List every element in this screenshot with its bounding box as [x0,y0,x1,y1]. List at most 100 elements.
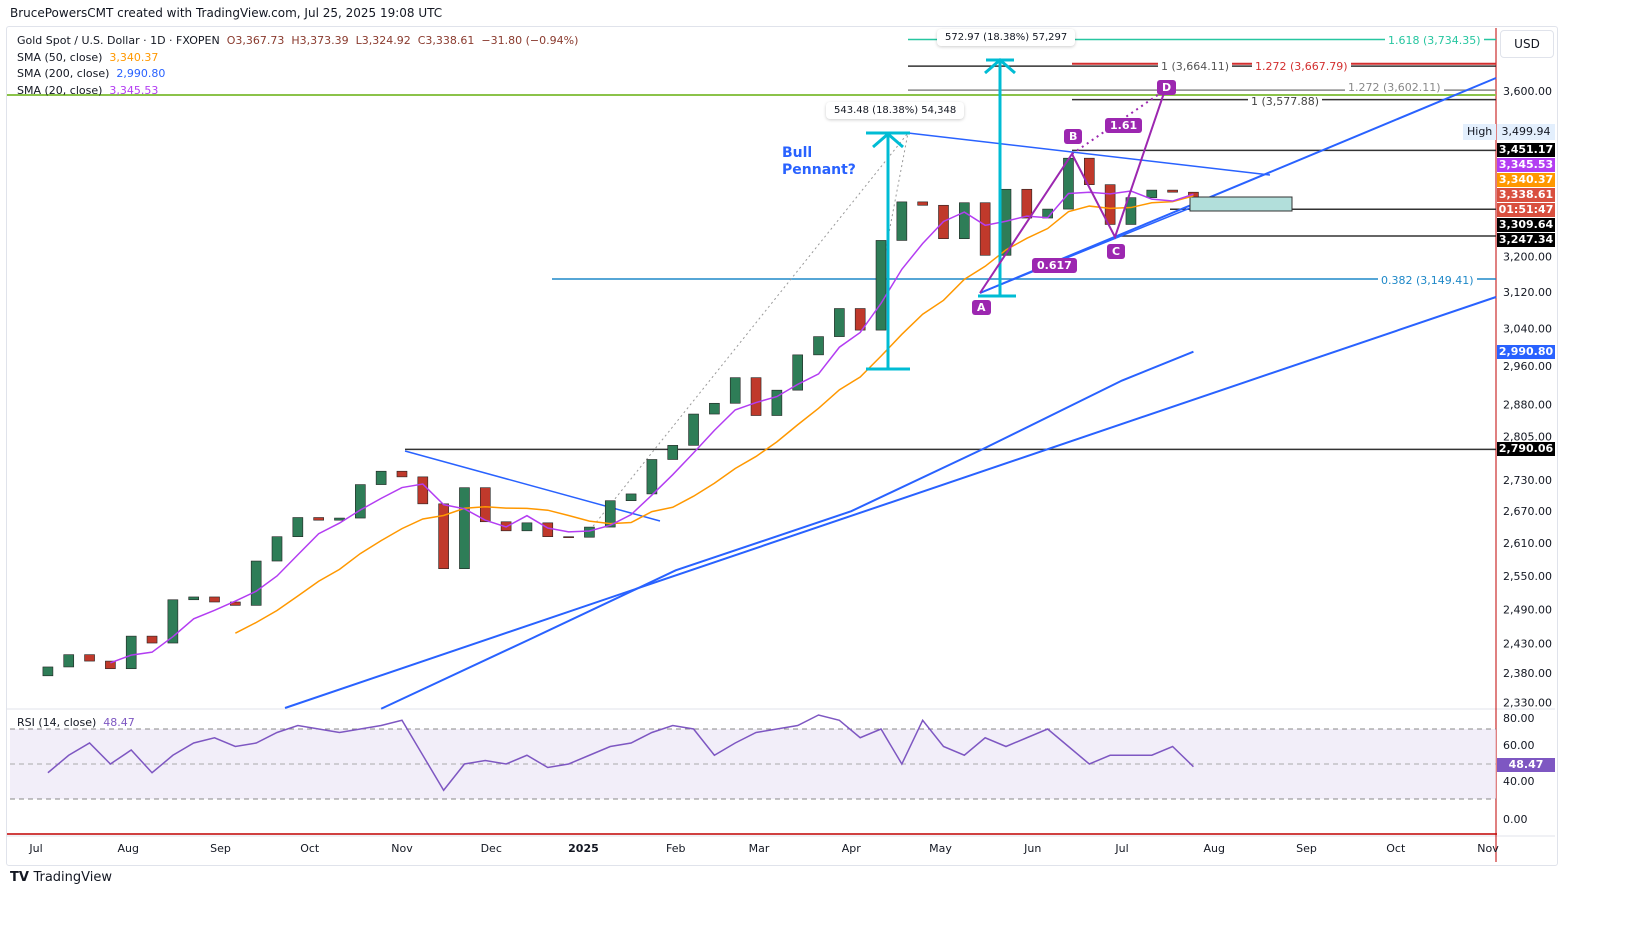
trendline-upper-channel[interactable] [979,77,1497,294]
time-tick: Mar [749,842,770,855]
candle [125,635,137,670]
rsi-value: 48.47 [103,716,135,729]
candles [42,157,1199,677]
fib-label-0382: 0.382 (3,149.41) [1378,275,1477,287]
candle [542,522,554,537]
time-tick: Jul [28,842,42,855]
price-axis-ticks: 3,600.00 3,200.00 3,120.00 3,040.00 2,960.00… [1503,85,1552,710]
time-tick: Jun [1023,842,1041,855]
candle [479,487,491,523]
chart-legend: Gold Spot / U.S. Dollar · 1D · FXOPEN O3… [17,33,578,99]
price-tag: 3,309.64 [1497,218,1555,233]
candle [1021,188,1033,219]
candle [875,240,887,331]
pattern-point-d[interactable]: D [1157,80,1177,95]
fib-label-1272: 1.272 (3,602.11) [1345,82,1444,94]
chart-credit: BrucePowersCMT created with TradingView.… [10,6,443,20]
time-tick: Nov [1477,842,1499,855]
candle [1167,189,1178,193]
rsi-line[interactable] [47,714,1194,792]
pattern-point-c[interactable]: C [1107,244,1126,259]
price-tick: 3,040.00 [1503,323,1552,336]
price-tick: 2,805.00 [1503,430,1552,443]
sma200-legend[interactable]: SMA (200, close) 2,990.80 [17,66,578,83]
candle [792,354,804,391]
sma20-label: SMA (20, close) [17,83,103,97]
price-tick: 2,670.00 [1503,505,1552,518]
candle [604,500,616,528]
currency-button[interactable]: USD [1500,30,1554,58]
trendline-long-support[interactable] [284,296,1497,709]
candle [375,470,387,485]
sma50-value: 3,340.37 [109,50,159,64]
time-tick: Sep [1296,842,1317,855]
pennant-lower-line[interactable] [979,199,1211,294]
measure-arrow-2[interactable] [978,58,1016,298]
time-tick: Aug [1204,842,1225,855]
time-tick: 2025 [568,842,599,855]
candle [834,308,845,337]
ratio-label-cd[interactable]: 1.61 [1105,118,1143,133]
sma200-line[interactable] [380,350,1194,710]
rsi-legend[interactable]: RSI (14, close) 48.47 [17,716,135,729]
time-tick: Jul [1114,842,1128,855]
sma50-line[interactable] [235,195,1194,634]
harmonic-pattern[interactable] [979,89,1166,294]
logo-icon: 𝗧𝗩 [10,870,29,885]
candle [42,666,54,677]
fib-label-1-a: 1 (3,664.11) [1158,61,1233,73]
candle [188,596,199,601]
candle [209,596,220,603]
candle [813,336,824,356]
time-tick: Aug [117,842,138,855]
candle [667,445,679,460]
ratio-label-bc[interactable]: 0.617 [1032,258,1077,273]
candle [1146,189,1158,198]
price-tag: 2,990.80 [1497,344,1555,359]
price-tick: 3,600.00 [1503,85,1552,98]
rsi-tag: 48.47 [1497,758,1555,772]
sma20-legend[interactable]: SMA (20, close) 3,345.53 [17,83,578,100]
price-tick: 3,200.00 [1503,251,1552,264]
measure-label-1[interactable]: 543.48 (18.38%) 54,348 [826,102,965,119]
sma20-line[interactable] [110,190,1194,664]
low-value: L3,324.92 [355,34,411,47]
pattern-point-a[interactable]: A [972,300,991,315]
time-tick: Oct [300,842,320,855]
price-tick: 2,550.00 [1503,570,1552,583]
sma50-legend[interactable]: SMA (50, close) 3,340.37 [17,50,578,67]
candle [625,493,637,501]
rsi-tick: 40.00 [1503,775,1535,788]
candle [771,389,783,416]
price-tag: 3,338.61 [1497,188,1555,203]
high-value: 3,499.94 [1497,124,1555,140]
trendline-flag-2024[interactable] [404,450,661,522]
measure-arrow-1[interactable] [866,131,910,371]
chart-frame [6,26,1558,866]
candle [729,377,741,404]
candle [292,517,304,537]
target-zone-box[interactable] [1189,196,1293,212]
candle [709,402,720,415]
symbol-name: Gold Spot / U.S. Dollar · 1D · FXOPEN [17,34,220,47]
candle [979,202,991,256]
tradingview-logo[interactable]: 𝗧𝗩 TradingView [10,870,112,885]
measure-label-2[interactable]: 572.97 (18.38%) 57,297 [937,29,1076,46]
price-tick: 2,430.00 [1503,638,1552,651]
price-tag: 2,790.06 [1497,442,1555,457]
candle [521,522,533,532]
price-tag: 3,345.53 [1497,158,1555,173]
symbol-legend[interactable]: Gold Spot / U.S. Dollar · 1D · FXOPEN O3… [17,33,578,50]
pattern-point-b[interactable]: B [1064,129,1083,144]
close-value: C3,338.61 [417,34,475,47]
price-tick: 2,610.00 [1503,537,1552,550]
time-tick: Dec [481,842,502,855]
rsi-tick: 80.00 [1503,712,1535,725]
bull-pennant-label[interactable]: Bull Pennant? [782,145,856,178]
candle [167,599,179,644]
sma50-label: SMA (50, close) [17,50,103,64]
zero-tick: 0.00 [1503,813,1528,826]
price-tick: 2,960.00 [1503,360,1552,373]
pennant-upper-line[interactable] [907,132,1271,176]
